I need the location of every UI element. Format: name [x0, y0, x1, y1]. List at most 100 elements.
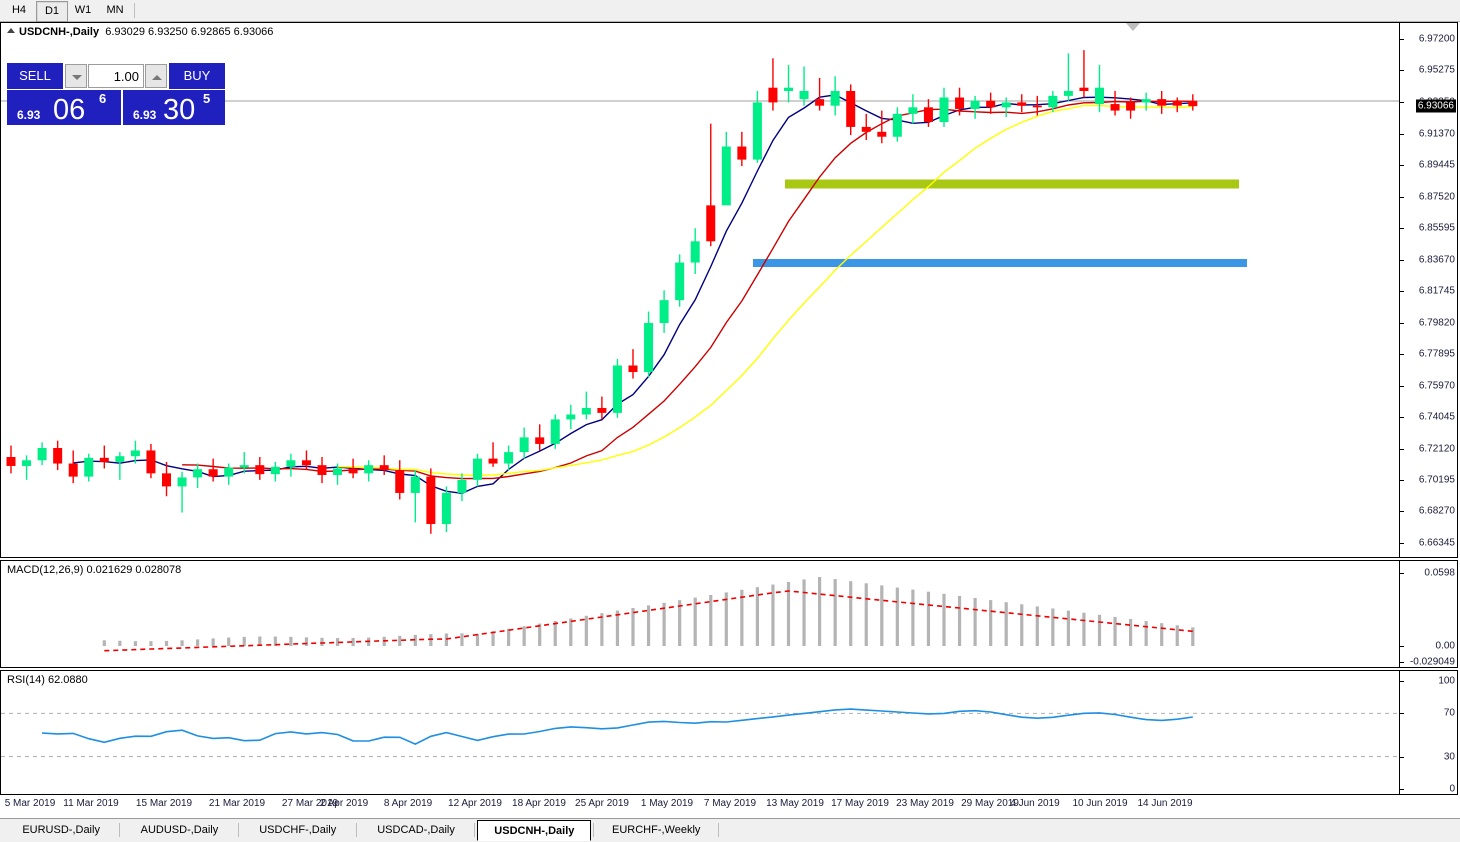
price-axis-tick: [1400, 542, 1404, 544]
chart-scroll-marker[interactable]: [1126, 23, 1140, 31]
rsi-axis-tick: [1400, 681, 1404, 682]
chart-header: USDCNH-,Daily 6.93029 6.93250 6.92865 6.…: [7, 26, 273, 38]
rsi-axis-label: 100: [1438, 675, 1455, 687]
price-axis-label: 6.89445: [1418, 159, 1455, 171]
chart-tab-usdchf[interactable]: USDCHF-,Daily: [259, 824, 337, 836]
date-axis-label: 15 Mar 2019: [135, 798, 193, 809]
macd-axis-tick: [1400, 573, 1404, 574]
volume-decrement-button[interactable]: [65, 64, 87, 88]
price-axis-tick: [1400, 291, 1404, 293]
price-axis-label: 6.85595: [1418, 222, 1455, 234]
price-axis-label: 6.75970: [1418, 380, 1455, 392]
price-axis-tick: [1400, 354, 1404, 356]
date-axis-label: 12 Apr 2019: [448, 798, 502, 809]
macd-axis-tick: [1400, 646, 1404, 647]
price-axis-tick: [1400, 70, 1404, 72]
price-axis[interactable]: 6.972006.952756.933506.913706.894456.875…: [1399, 23, 1457, 557]
timeframe-button-h4[interactable]: H4: [11, 4, 27, 16]
macd-axis-label: 0.00: [1435, 640, 1455, 652]
date-axis: 5 Mar 2019 11 Mar 2019 15 Mar 2019 21 Mar 2…: [0, 796, 1400, 818]
price-axis-label: 6.70195: [1418, 474, 1455, 486]
sell-price-display[interactable]: 6.93 06 6: [7, 90, 121, 126]
buy-price-prefix: 6.93: [133, 108, 157, 122]
macd-title: MACD(12,26,9) 0.021629 0.028078: [7, 564, 182, 576]
price-axis-label: 6.77895: [1418, 348, 1455, 360]
rsi-axis-tick: [1400, 756, 1404, 758]
rsi-axis-tick: [1400, 713, 1404, 715]
price-axis-tick: [1400, 511, 1404, 513]
price-plot-area: [1, 50, 1400, 534]
chevron-up-icon: [152, 75, 162, 80]
date-axis-label: 7 May 2019: [703, 798, 757, 809]
date-axis-label: 5 Mar 2019: [4, 798, 56, 809]
price-axis-label: 6.97200: [1418, 33, 1455, 45]
macd-axis[interactable]: 0.0598 0.00 -0.029049: [1399, 561, 1457, 667]
date-axis-label: 27 Mar 2019: [281, 798, 339, 809]
buy-price-display[interactable]: 6.93 30 5: [123, 90, 225, 126]
sell-price-main: 06: [53, 94, 86, 126]
rsi-axis-label: 30: [1443, 751, 1455, 763]
date-axis-label: 13 May 2019: [766, 798, 824, 809]
timeframe-button-mn[interactable]: MN: [106, 4, 124, 16]
macd-axis-label: -0.029049: [1409, 656, 1455, 668]
volume-input[interactable]: 1.00: [88, 64, 144, 88]
price-axis-label: 6.74045: [1418, 411, 1455, 423]
chart-ohlc-label: 6.93029 6.93250 6.92865 6.93066: [105, 26, 274, 38]
price-axis-tick: [1400, 259, 1404, 261]
macd-axis-label: 0.0598: [1424, 567, 1455, 579]
price-axis-label: 6.81745: [1418, 285, 1455, 297]
price-axis-tick: [1400, 38, 1404, 40]
macd-indicator-panel[interactable]: MACD(12,26,9) 0.021629 0.028078 0.0598 0.…: [0, 560, 1458, 668]
price-axis-tick: [1400, 322, 1404, 324]
price-axis-tick: [1400, 448, 1404, 450]
tab-separator: [474, 823, 476, 837]
chart-tab-usdcnh[interactable]: USDCNH-,Daily: [477, 820, 592, 841]
date-axis-label: 23 May 2019: [896, 798, 954, 809]
volume-increment-button[interactable]: [145, 64, 167, 88]
sell-button[interactable]: SELL: [7, 63, 63, 89]
tab-separator: [717, 823, 719, 837]
chart-tab-eurchf[interactable]: EURCHF-,Weekly: [611, 824, 701, 836]
one-click-trading-panel[interactable]: SELL 1.00 BUY 6.93 06 6 6.93 30 5: [7, 63, 225, 126]
timeframe-toolbar: H4 D1 W1 MN: [0, 0, 1460, 22]
price-axis-label: 6.66345: [1418, 537, 1455, 549]
macd-plot-area: [102, 577, 1195, 652]
date-axis-label: 8 Apr 2019: [383, 798, 433, 809]
date-axis-label: 1 May 2019: [640, 798, 694, 809]
date-axis-label: 4 Jun 2019: [1010, 798, 1060, 809]
date-axis-label: 17 May 2019: [831, 798, 889, 809]
sell-price-prefix: 6.93: [17, 108, 41, 122]
price-axis-tick: [1400, 133, 1404, 135]
date-axis-label: 25 Apr 2019: [575, 798, 629, 809]
price-chart-panel[interactable]: USDCNH-,Daily 6.93029 6.93250 6.92865 6.…: [0, 22, 1458, 558]
rsi-axis-label: 0: [1449, 783, 1455, 795]
price-axis-tick: [1400, 101, 1404, 103]
price-axis-label: 6.83670: [1418, 254, 1455, 266]
tab-separator: [237, 823, 239, 837]
price-axis-tick: [1400, 165, 1404, 167]
chart-tab-usdcad[interactable]: USDCAD-,Daily: [377, 824, 455, 836]
sell-price-fraction: 6: [99, 91, 107, 106]
timeframe-button-d1[interactable]: D1: [36, 1, 68, 22]
price-axis-label: 6.68270: [1418, 505, 1455, 517]
price-axis-label: 6.79820: [1418, 317, 1455, 329]
rsi-axis[interactable]: 100 70 30 0: [1399, 671, 1457, 794]
rsi-axis-label: 70: [1443, 707, 1455, 719]
price-axis-tick: [1400, 196, 1404, 198]
collapse-triangle-icon[interactable]: [7, 28, 15, 33]
buy-price-fraction: 5: [203, 91, 211, 106]
price-axis-tick: [1400, 479, 1404, 481]
chart-tab-eurusd[interactable]: EURUSD-,Daily: [22, 824, 100, 836]
buy-button[interactable]: BUY: [169, 63, 225, 89]
toolbar-separator: [134, 3, 135, 18]
price-axis-label: 6.95275: [1418, 64, 1455, 76]
rsi-indicator-panel[interactable]: RSI(14) 62.0880 100 70 30 0: [0, 670, 1458, 795]
date-axis-label: 2 Apr 2019: [319, 798, 369, 809]
chart-symbol-label: USDCNH-,Daily: [19, 26, 100, 38]
rsi-axis-tick: [1400, 789, 1404, 790]
timeframe-button-w1[interactable]: W1: [74, 4, 92, 16]
chart-tab-audusd[interactable]: AUDUSD-,Daily: [140, 824, 219, 836]
chart-tab-bar: EURUSD-,Daily AUDUSD-,Daily USDCHF-,Daily U…: [0, 818, 1460, 842]
tab-separator: [592, 823, 594, 837]
